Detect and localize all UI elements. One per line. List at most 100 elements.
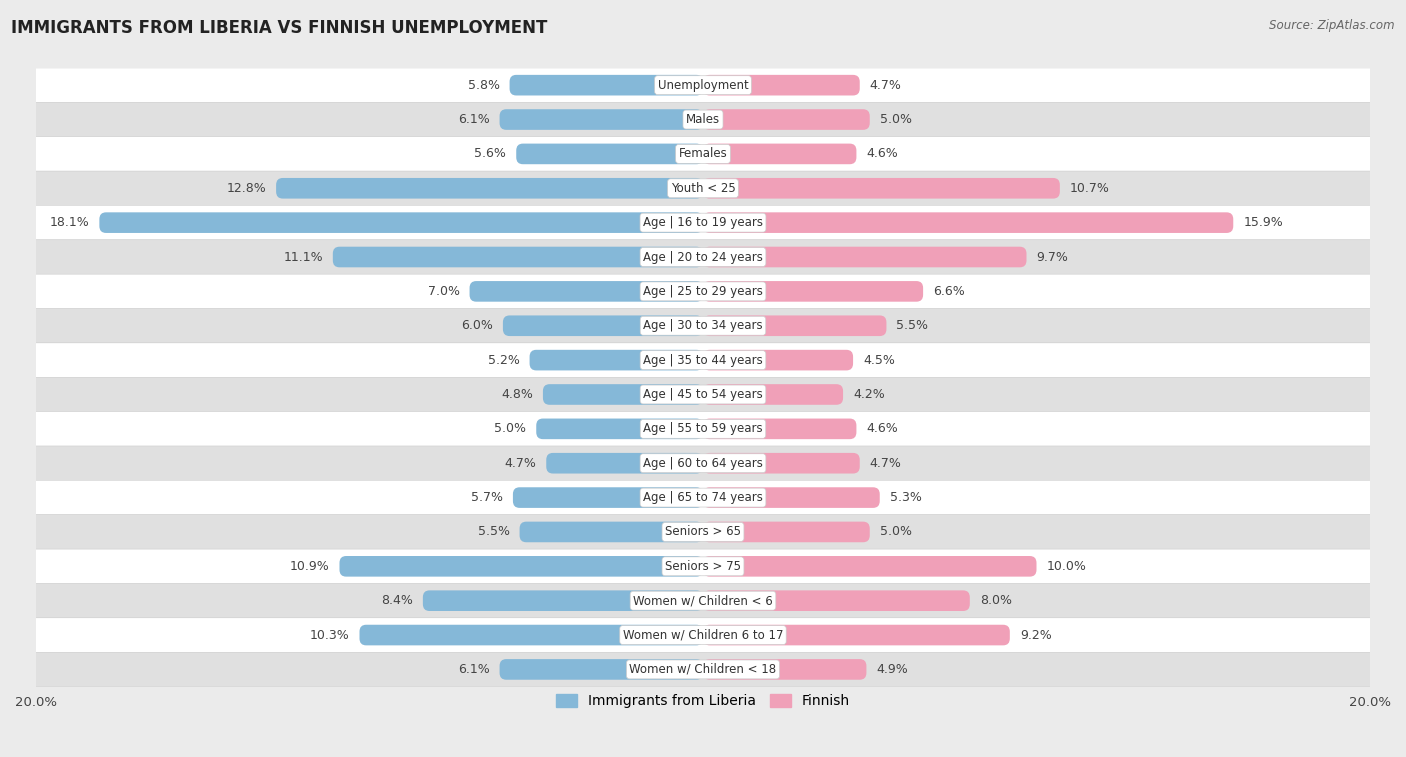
Text: 6.1%: 6.1%	[458, 663, 489, 676]
Text: 11.1%: 11.1%	[283, 251, 323, 263]
FancyBboxPatch shape	[530, 350, 703, 370]
Text: 4.6%: 4.6%	[866, 148, 898, 160]
FancyBboxPatch shape	[703, 144, 856, 164]
Text: 6.1%: 6.1%	[458, 113, 489, 126]
FancyBboxPatch shape	[470, 281, 703, 302]
FancyBboxPatch shape	[20, 481, 1386, 515]
FancyBboxPatch shape	[333, 247, 703, 267]
FancyBboxPatch shape	[703, 75, 859, 95]
Text: 5.5%: 5.5%	[478, 525, 509, 538]
FancyBboxPatch shape	[703, 384, 844, 405]
Text: Women w/ Children 6 to 17: Women w/ Children 6 to 17	[623, 628, 783, 641]
Text: 5.3%: 5.3%	[890, 491, 922, 504]
Text: Seniors > 65: Seniors > 65	[665, 525, 741, 538]
FancyBboxPatch shape	[360, 625, 703, 646]
Text: 5.0%: 5.0%	[880, 113, 911, 126]
Text: Age | 20 to 24 years: Age | 20 to 24 years	[643, 251, 763, 263]
Text: Women w/ Children < 6: Women w/ Children < 6	[633, 594, 773, 607]
FancyBboxPatch shape	[703, 247, 1026, 267]
FancyBboxPatch shape	[20, 343, 1386, 377]
Text: 4.7%: 4.7%	[870, 79, 901, 92]
FancyBboxPatch shape	[20, 549, 1386, 584]
Text: 12.8%: 12.8%	[226, 182, 266, 195]
FancyBboxPatch shape	[20, 377, 1386, 412]
Text: 7.0%: 7.0%	[427, 285, 460, 298]
Text: 9.2%: 9.2%	[1019, 628, 1052, 641]
FancyBboxPatch shape	[20, 618, 1386, 653]
Text: 5.2%: 5.2%	[488, 354, 520, 366]
FancyBboxPatch shape	[703, 590, 970, 611]
Text: Source: ZipAtlas.com: Source: ZipAtlas.com	[1270, 19, 1395, 32]
FancyBboxPatch shape	[547, 453, 703, 474]
Text: 6.6%: 6.6%	[934, 285, 965, 298]
Text: 4.7%: 4.7%	[870, 456, 901, 469]
Legend: Immigrants from Liberia, Finnish: Immigrants from Liberia, Finnish	[551, 689, 855, 714]
FancyBboxPatch shape	[703, 178, 1060, 198]
FancyBboxPatch shape	[703, 109, 870, 130]
FancyBboxPatch shape	[703, 350, 853, 370]
FancyBboxPatch shape	[499, 109, 703, 130]
Text: 10.0%: 10.0%	[1046, 560, 1087, 573]
FancyBboxPatch shape	[20, 274, 1386, 309]
Text: 5.0%: 5.0%	[495, 422, 526, 435]
Text: 4.7%: 4.7%	[505, 456, 536, 469]
FancyBboxPatch shape	[703, 625, 1010, 646]
Text: Males: Males	[686, 113, 720, 126]
Text: 10.3%: 10.3%	[309, 628, 350, 641]
Text: 4.6%: 4.6%	[866, 422, 898, 435]
Text: Women w/ Children < 18: Women w/ Children < 18	[630, 663, 776, 676]
Text: 6.0%: 6.0%	[461, 319, 494, 332]
FancyBboxPatch shape	[516, 144, 703, 164]
FancyBboxPatch shape	[423, 590, 703, 611]
Text: Seniors > 75: Seniors > 75	[665, 560, 741, 573]
Text: Age | 55 to 59 years: Age | 55 to 59 years	[643, 422, 763, 435]
Text: Age | 16 to 19 years: Age | 16 to 19 years	[643, 217, 763, 229]
Text: 5.0%: 5.0%	[880, 525, 911, 538]
FancyBboxPatch shape	[703, 281, 924, 302]
FancyBboxPatch shape	[20, 137, 1386, 171]
Text: Age | 25 to 29 years: Age | 25 to 29 years	[643, 285, 763, 298]
Text: 5.6%: 5.6%	[474, 148, 506, 160]
Text: 9.7%: 9.7%	[1036, 251, 1069, 263]
Text: Age | 30 to 34 years: Age | 30 to 34 years	[643, 319, 763, 332]
Text: 8.0%: 8.0%	[980, 594, 1012, 607]
FancyBboxPatch shape	[276, 178, 703, 198]
Text: Age | 35 to 44 years: Age | 35 to 44 years	[643, 354, 763, 366]
FancyBboxPatch shape	[20, 446, 1386, 481]
Text: Youth < 25: Youth < 25	[671, 182, 735, 195]
FancyBboxPatch shape	[20, 102, 1386, 137]
FancyBboxPatch shape	[520, 522, 703, 542]
Text: 4.2%: 4.2%	[853, 388, 884, 401]
FancyBboxPatch shape	[513, 488, 703, 508]
FancyBboxPatch shape	[703, 522, 870, 542]
FancyBboxPatch shape	[703, 419, 856, 439]
FancyBboxPatch shape	[20, 412, 1386, 446]
Text: Age | 65 to 74 years: Age | 65 to 74 years	[643, 491, 763, 504]
Text: 8.4%: 8.4%	[381, 594, 413, 607]
Text: 10.9%: 10.9%	[290, 560, 329, 573]
FancyBboxPatch shape	[20, 205, 1386, 240]
Text: 4.5%: 4.5%	[863, 354, 896, 366]
FancyBboxPatch shape	[703, 556, 1036, 577]
Text: Age | 60 to 64 years: Age | 60 to 64 years	[643, 456, 763, 469]
FancyBboxPatch shape	[703, 212, 1233, 233]
FancyBboxPatch shape	[703, 488, 880, 508]
FancyBboxPatch shape	[20, 171, 1386, 205]
FancyBboxPatch shape	[703, 453, 859, 474]
FancyBboxPatch shape	[100, 212, 703, 233]
FancyBboxPatch shape	[20, 309, 1386, 343]
Text: IMMIGRANTS FROM LIBERIA VS FINNISH UNEMPLOYMENT: IMMIGRANTS FROM LIBERIA VS FINNISH UNEMP…	[11, 19, 547, 37]
FancyBboxPatch shape	[536, 419, 703, 439]
FancyBboxPatch shape	[703, 659, 866, 680]
FancyBboxPatch shape	[499, 659, 703, 680]
FancyBboxPatch shape	[20, 515, 1386, 549]
FancyBboxPatch shape	[20, 240, 1386, 274]
FancyBboxPatch shape	[503, 316, 703, 336]
Text: 4.9%: 4.9%	[876, 663, 908, 676]
Text: 5.7%: 5.7%	[471, 491, 503, 504]
Text: 10.7%: 10.7%	[1070, 182, 1109, 195]
Text: 4.8%: 4.8%	[501, 388, 533, 401]
Text: Age | 45 to 54 years: Age | 45 to 54 years	[643, 388, 763, 401]
Text: 5.5%: 5.5%	[897, 319, 928, 332]
FancyBboxPatch shape	[20, 653, 1386, 687]
